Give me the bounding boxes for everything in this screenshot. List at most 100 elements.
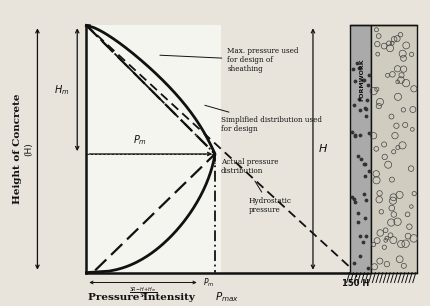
Point: [362, 174, 369, 179]
Point: [377, 99, 384, 104]
Point: [350, 196, 357, 201]
Point: [371, 264, 378, 269]
Point: [376, 191, 383, 196]
Text: $P_m$: $P_m$: [133, 133, 147, 147]
Point: [375, 34, 382, 39]
Point: [374, 52, 381, 57]
Point: [389, 72, 396, 77]
Point: [381, 44, 387, 49]
Point: [392, 133, 399, 138]
Point: [370, 242, 377, 247]
Point: [409, 127, 416, 132]
Point: [387, 233, 394, 238]
Point: [395, 94, 402, 99]
Point: [356, 97, 363, 102]
Point: [388, 206, 395, 211]
Point: [390, 149, 397, 154]
Bar: [371, 25, 417, 273]
Point: [361, 192, 368, 197]
Point: [370, 133, 377, 138]
Point: [351, 134, 358, 139]
Point: [375, 103, 382, 108]
Point: [366, 73, 373, 78]
Point: [382, 228, 389, 233]
Point: [356, 132, 363, 137]
Point: [363, 106, 370, 111]
Text: FORMWORK: FORMWORK: [359, 58, 365, 101]
Point: [390, 212, 397, 217]
Point: [408, 52, 415, 57]
Text: Height of Concrete: Height of Concrete: [13, 94, 22, 204]
Point: [410, 236, 417, 241]
Point: [402, 241, 409, 246]
Bar: [86, 25, 221, 273]
Text: 150 H: 150 H: [342, 279, 369, 288]
Point: [391, 37, 398, 42]
Text: Simplified distribution used
for design: Simplified distribution used for design: [205, 105, 322, 133]
Point: [373, 146, 380, 151]
Point: [373, 27, 380, 32]
Point: [394, 145, 401, 150]
Point: [378, 209, 385, 214]
Point: [355, 211, 362, 216]
Point: [397, 78, 404, 83]
Point: [365, 266, 372, 271]
Point: [355, 219, 362, 224]
Point: [400, 263, 407, 268]
Point: [394, 219, 401, 224]
Point: [349, 130, 356, 135]
Point: [400, 67, 407, 72]
Text: Pressure Intensity: Pressure Intensity: [88, 293, 195, 302]
Text: Actual pressure
distribution: Actual pressure distribution: [213, 158, 279, 175]
Point: [359, 240, 366, 245]
Point: [377, 230, 384, 235]
Point: [362, 114, 369, 119]
Point: [356, 234, 363, 239]
Point: [359, 77, 366, 82]
Point: [360, 78, 367, 83]
Point: [396, 257, 403, 262]
Point: [389, 41, 396, 46]
Point: [350, 260, 357, 265]
Point: [402, 122, 408, 127]
Point: [384, 73, 391, 78]
Point: [384, 236, 390, 241]
Text: $P_{max}$: $P_{max}$: [215, 290, 240, 304]
Point: [408, 204, 415, 209]
Point: [356, 107, 363, 112]
Text: (H): (H): [24, 142, 33, 156]
Point: [364, 82, 371, 87]
Point: [370, 89, 377, 94]
Point: [411, 191, 418, 196]
Text: $H_m$: $H_m$: [54, 83, 70, 97]
Point: [390, 238, 397, 243]
Point: [374, 238, 381, 243]
Point: [362, 216, 369, 221]
Point: [362, 198, 369, 203]
Point: [388, 177, 395, 182]
Point: [374, 42, 381, 47]
Point: [354, 61, 361, 66]
Point: [360, 162, 367, 167]
Point: [381, 155, 388, 159]
Point: [406, 224, 413, 229]
Point: [363, 234, 370, 239]
Point: [376, 197, 383, 202]
Point: [398, 73, 405, 78]
Point: [399, 51, 406, 56]
Point: [366, 169, 372, 174]
Point: [400, 107, 407, 112]
Point: [394, 66, 401, 71]
Point: [382, 238, 389, 243]
Point: [388, 114, 395, 119]
Text: H: H: [319, 144, 328, 154]
Text: Hydrostatic
pressure: Hydrostatic pressure: [249, 181, 292, 215]
Point: [349, 194, 356, 199]
Bar: [350, 25, 371, 273]
Point: [399, 143, 406, 148]
Point: [350, 66, 356, 71]
Point: [402, 81, 409, 86]
Point: [362, 106, 369, 111]
Point: [352, 79, 359, 84]
Text: $P_m$: $P_m$: [203, 276, 214, 289]
